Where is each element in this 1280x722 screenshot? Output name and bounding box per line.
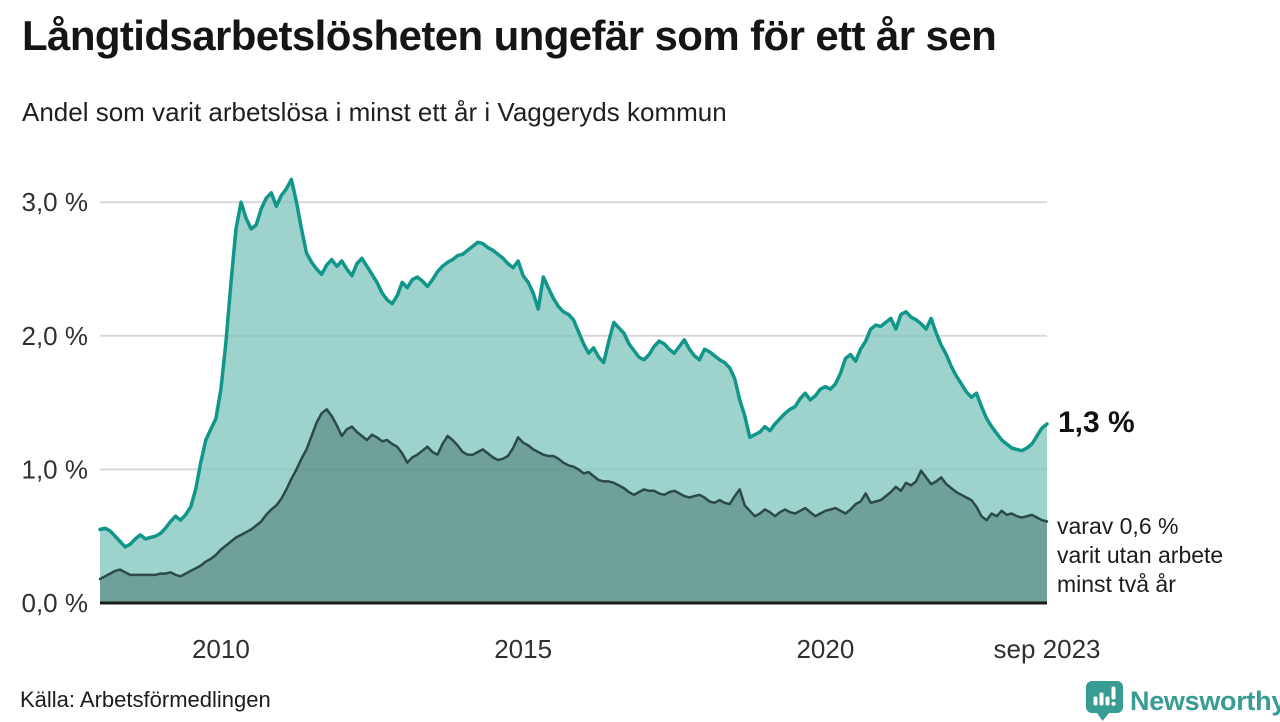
secondary-series-annotation: varav 0,6 % varit utan arbete minst två … [1057,512,1223,599]
source-caption: Källa: Arbetsförmedlingen [20,687,271,712]
y-axis-tick-label: 1,0 % [22,454,89,484]
area-series-2 [100,409,1047,603]
x-axis-tick-label: sep 2023 [994,634,1101,664]
latest-value-label: 1,3 % [1058,406,1135,439]
newsworthy-logo: Newsworthy [1085,680,1280,722]
line-series-2 [98,408,1049,581]
newsworthy-speech-bubble-bar-chart-icon [1086,681,1123,721]
page-subtitle: Andel som varit arbetslösa i minst ett å… [22,97,727,127]
secondary-annotation-line3: minst två år [1057,571,1176,597]
brand-wordmark: Newsworthy [1130,685,1280,716]
y-axis-tick-label: 0,0 % [22,588,89,618]
line-series-1 [98,177,1049,549]
page-title: Långtidsarbetslösheten ungefär som för e… [22,12,997,59]
secondary-annotation-line2: varit utan arbete [1057,542,1224,568]
secondary-annotation-line1: varav 0,6 % [1057,513,1179,539]
x-axis-tick-label: 2020 [796,634,854,664]
y-axis-tick-label: 3,0 % [22,187,89,217]
x-axis-tick-label: 2015 [494,634,552,664]
y-axis-tick-label: 2,0 % [22,321,89,351]
x-axis-tick-label: 2010 [192,634,250,664]
